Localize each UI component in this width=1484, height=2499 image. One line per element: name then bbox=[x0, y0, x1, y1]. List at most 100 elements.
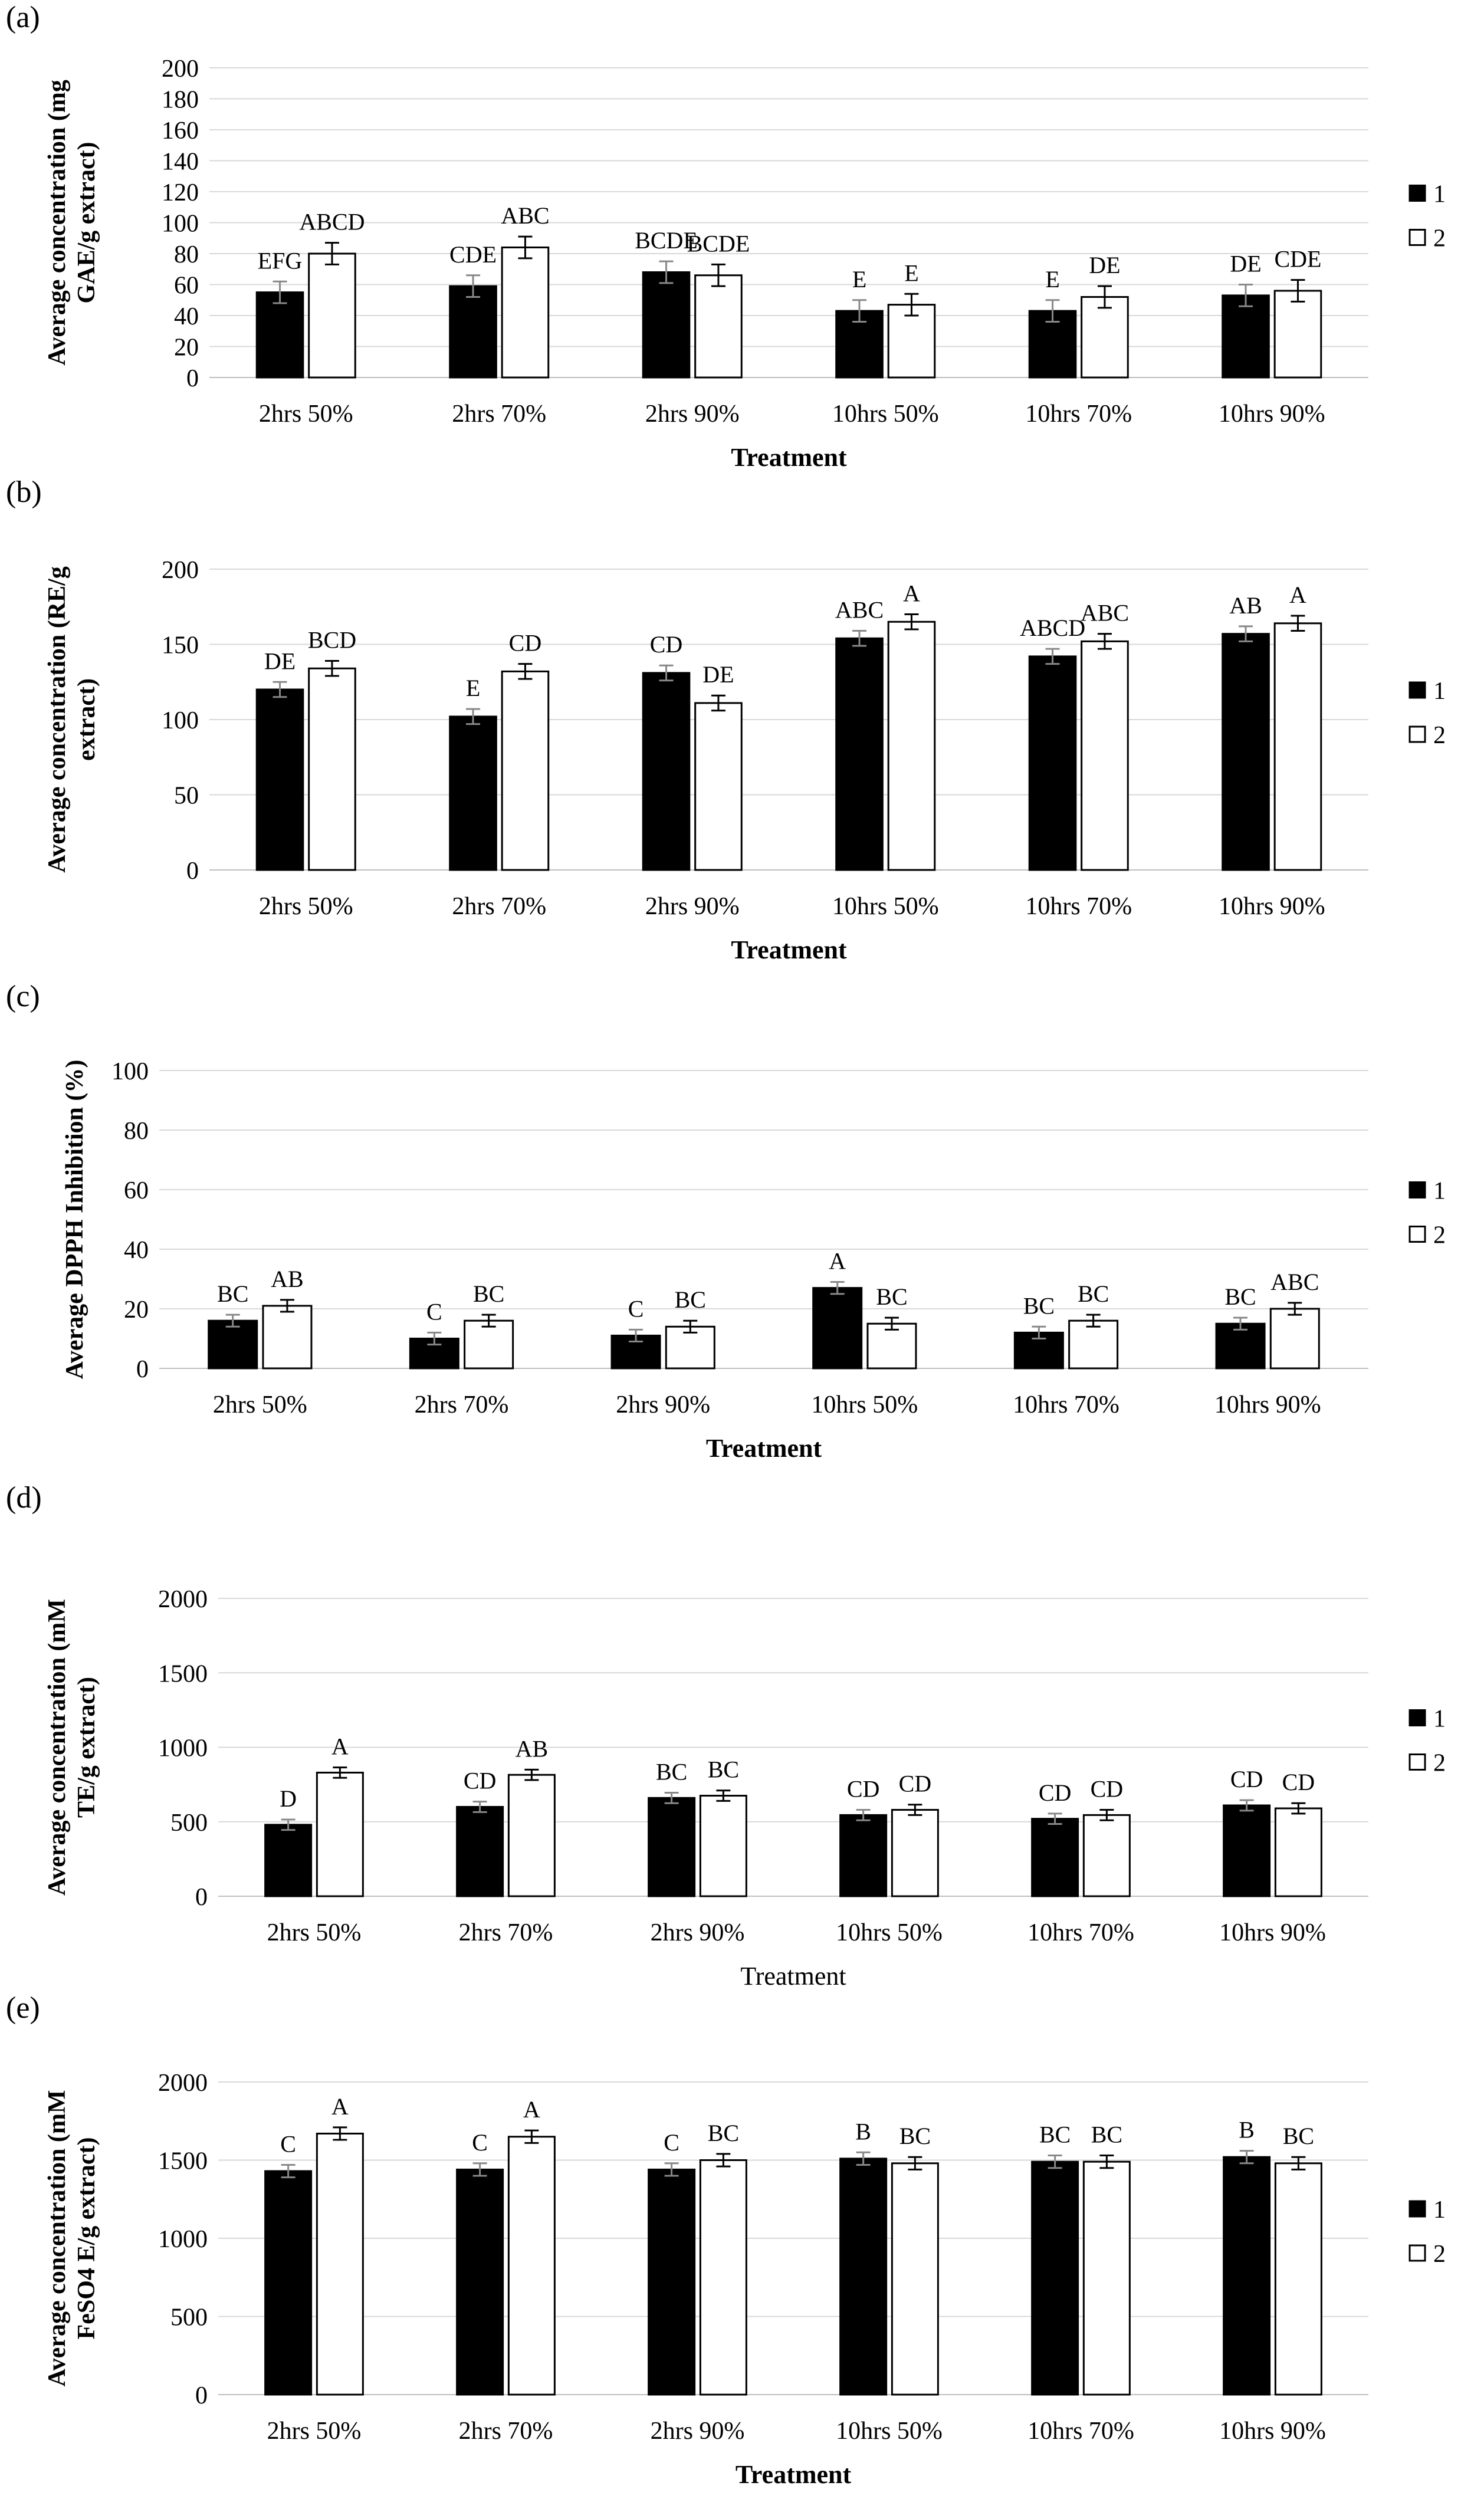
data-label: ABCD bbox=[299, 209, 365, 235]
bar-series-2 bbox=[694, 274, 743, 379]
x-tick-label: 2hrs 50% bbox=[267, 1919, 362, 1946]
data-label: E bbox=[852, 266, 866, 293]
bar-series-1 bbox=[255, 688, 304, 871]
bar-series-1 bbox=[208, 1319, 258, 1370]
y-tick-label: 60 bbox=[124, 1177, 149, 1204]
y-tick-label: 0 bbox=[195, 2382, 208, 2409]
legend-swatch bbox=[1409, 1181, 1426, 1198]
legend-label: 1 bbox=[1433, 2196, 1446, 2224]
data-label: BC bbox=[1078, 1280, 1109, 1307]
y-tick-label: 150 bbox=[162, 632, 199, 659]
data-label: BC bbox=[1283, 2123, 1314, 2149]
data-label: DE bbox=[1089, 252, 1120, 278]
y-tick-label: 100 bbox=[162, 211, 199, 238]
data-label: CD bbox=[1039, 1779, 1072, 1806]
x-tick-label: 10hrs 90% bbox=[1219, 400, 1325, 428]
x-tick-label: 10hrs 70% bbox=[1027, 1919, 1134, 1946]
bar-series-2 bbox=[694, 702, 743, 871]
bar-series-2 bbox=[665, 1325, 715, 1370]
legend-swatch bbox=[1409, 2244, 1426, 2262]
data-label: B bbox=[855, 2118, 871, 2145]
bar-series-2 bbox=[1273, 622, 1322, 871]
x-tick-label: 2hrs 50% bbox=[267, 2418, 362, 2445]
panel-label: (d) bbox=[6, 1481, 42, 1515]
y-tick-label: 1000 bbox=[158, 2226, 208, 2253]
data-label: BC bbox=[708, 1756, 739, 1783]
bar-series-1 bbox=[449, 285, 497, 379]
y-tick-label: 200 bbox=[162, 55, 199, 83]
bar-series-1 bbox=[255, 291, 304, 379]
bar-series-1 bbox=[264, 1824, 313, 1897]
bar-series-1 bbox=[1223, 1804, 1271, 1897]
data-label: AB bbox=[516, 1735, 549, 1762]
bar-series-2 bbox=[1274, 2162, 1322, 2396]
bar-chart: 0 500 1000 1500 2000 D A 2hrs 50% CD AB 2hrs 70% BC… bbox=[44, 1586, 1446, 1988]
data-label: BCD bbox=[308, 627, 356, 654]
y-axis-title: GAE/g extract) bbox=[73, 142, 100, 303]
data-label: DE bbox=[264, 648, 296, 674]
data-label: BC bbox=[1039, 2122, 1071, 2148]
x-axis-title: Treatment bbox=[736, 2460, 852, 2489]
data-label: BC bbox=[1224, 1283, 1256, 1310]
y-tick-label: 2000 bbox=[158, 1586, 208, 1613]
data-label: CDE bbox=[1274, 246, 1321, 272]
bar-series-2 bbox=[316, 2132, 364, 2396]
data-label: B bbox=[1239, 2117, 1255, 2143]
x-tick-label: 2hrs 70% bbox=[459, 2418, 553, 2445]
legend-label: 1 bbox=[1433, 678, 1446, 705]
legend-swatch bbox=[1409, 229, 1426, 246]
data-label: DE bbox=[1230, 251, 1261, 277]
data-label: A bbox=[331, 1733, 349, 1760]
data-label: E bbox=[1045, 266, 1059, 293]
bar-series-2 bbox=[1081, 640, 1129, 871]
bar-series-1 bbox=[1222, 294, 1270, 379]
y-axis-title: Average concentration (mM bbox=[44, 2090, 71, 2386]
x-tick-label: 10hrs 90% bbox=[1219, 1919, 1326, 1946]
bar-series-1 bbox=[642, 271, 691, 379]
bar-series-2 bbox=[507, 2136, 556, 2396]
data-label: CD bbox=[847, 1776, 880, 1802]
data-label: A bbox=[829, 1248, 846, 1275]
legend-swatch bbox=[1409, 1753, 1426, 1771]
x-tick-label: 2hrs 90% bbox=[651, 2418, 745, 2445]
data-label: ABC bbox=[1081, 600, 1129, 626]
data-label: BC bbox=[675, 1286, 706, 1313]
data-label: BC bbox=[1023, 1292, 1055, 1319]
data-label: E bbox=[904, 260, 918, 286]
bar-series-1 bbox=[456, 2168, 504, 2396]
bar-series-2 bbox=[699, 2159, 747, 2396]
data-label: C bbox=[426, 1298, 442, 1325]
bar-series-2 bbox=[891, 2162, 939, 2396]
legend-label: 1 bbox=[1433, 1706, 1446, 1733]
bar-series-2 bbox=[1068, 1319, 1119, 1370]
data-label: BCDE bbox=[687, 230, 750, 257]
chart-panel: (e) 0 500 1000 1500 2000 C A 2hrs 50% C A 2hrs 70% C… bbox=[0, 1991, 1484, 2499]
chart-panel: (b) 0 50 100 150 200 DE BCD 2hrs 50% E CD 2hrs 70% C… bbox=[0, 475, 1484, 976]
data-label: A bbox=[903, 580, 920, 607]
data-label: BC bbox=[1091, 2122, 1122, 2148]
bar-series-1 bbox=[642, 672, 691, 871]
legend-label: 2 bbox=[1433, 1750, 1446, 1777]
data-label: CD bbox=[509, 630, 542, 656]
legend-label: 1 bbox=[1433, 1178, 1446, 1205]
y-tick-label: 50 bbox=[174, 783, 199, 810]
bar-chart: 0 500 1000 1500 2000 C A 2hrs 50% C A 2hrs 70% C BC 2… bbox=[44, 2070, 1446, 2489]
bar-series-1 bbox=[1031, 2160, 1079, 2396]
y-tick-label: 0 bbox=[186, 858, 199, 885]
x-tick-label: 10hrs 90% bbox=[1214, 1391, 1321, 1418]
data-label: BC bbox=[473, 1280, 504, 1307]
bar-chart: 0 50 100 150 200 DE BCD 2hrs 50% E CD 2hrs 70% CD DE… bbox=[44, 557, 1446, 964]
y-tick-label: 20 bbox=[174, 334, 199, 362]
data-label: AB bbox=[1229, 592, 1262, 619]
data-label: BC bbox=[899, 2123, 931, 2149]
bar-series-1 bbox=[1031, 1818, 1079, 1897]
x-tick-label: 2hrs 50% bbox=[259, 893, 353, 920]
chart-panel: (c) 0 20 40 60 80 100 BC AB 2hrs 50% C BC 2hrs 70% C B… bbox=[0, 979, 1484, 1477]
y-tick-label: 140 bbox=[162, 149, 199, 176]
bar-series-2 bbox=[699, 1795, 747, 1897]
data-label: CD bbox=[899, 1771, 932, 1797]
bar-series-1 bbox=[1028, 655, 1077, 871]
y-axis-title: Average concentration (RE/g bbox=[44, 566, 71, 872]
y-tick-label: 100 bbox=[111, 1058, 149, 1085]
bar-series-2 bbox=[464, 1319, 514, 1370]
